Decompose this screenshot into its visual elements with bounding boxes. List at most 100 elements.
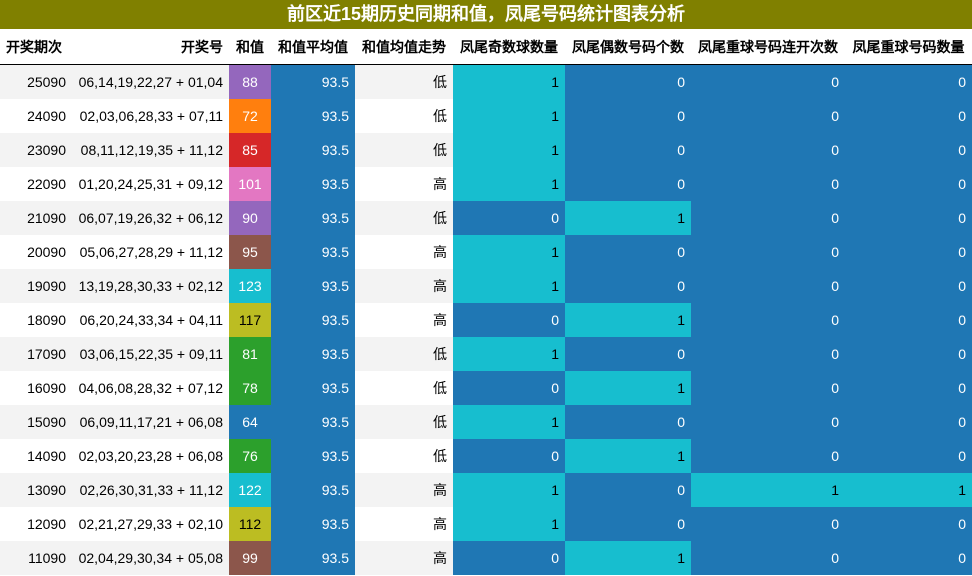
cell-trend: 低 [355,371,453,405]
cell-avg: 93.5 [271,201,355,235]
table-row: 19090 13,19,28,30,33 + 02,12 123 93.5 高 1 0 0 0 [0,269,972,303]
cell-repeat-count: 0 [845,371,972,405]
cell-trend: 低 [355,405,453,439]
cell-odd-count: 0 [453,541,565,575]
cell-period: 15090 [0,405,72,439]
cell-sum: 64 [229,405,271,439]
cell-trend: 低 [355,133,453,167]
cell-sum: 99 [229,541,271,575]
cell-repeat-count: 0 [845,337,972,371]
table-row: 16090 04,06,08,28,32 + 07,12 78 93.5 低 0 1 0 0 [0,371,972,405]
cell-sum: 72 [229,99,271,133]
cell-sum: 112 [229,507,271,541]
col-header-odd: 凤尾奇数球数量 [453,29,565,65]
cell-even-count: 0 [565,167,691,201]
cell-repeat-streak: 0 [691,201,845,235]
cell-sum: 123 [229,269,271,303]
table-row: 14090 02,03,20,23,28 + 06,08 76 93.5 低 0 1 0 0 [0,439,972,473]
cell-period: 24090 [0,99,72,133]
table-row: 22090 01,20,24,25,31 + 09,12 101 93.5 高 1 0 0 0 [0,167,972,201]
cell-period: 13090 [0,473,72,507]
cell-sum: 76 [229,439,271,473]
cell-sum: 85 [229,133,271,167]
cell-odd-count: 1 [453,405,565,439]
cell-repeat-streak: 0 [691,337,845,371]
cell-repeat-streak: 0 [691,507,845,541]
cell-avg: 93.5 [271,405,355,439]
table-row: 13090 02,26,30,31,33 + 11,12 122 93.5 高 1 0 1 1 [0,473,972,507]
table-body: 25090 06,14,19,22,27 + 01,04 88 93.5 低 1 0 0 0 24… [0,64,972,575]
cell-trend: 高 [355,235,453,269]
cell-repeat-streak: 0 [691,167,845,201]
cell-period: 11090 [0,541,72,575]
cell-sum: 88 [229,64,271,99]
col-header-numbers: 开奖号 [72,29,229,65]
cell-sum: 117 [229,303,271,337]
cell-sum: 101 [229,167,271,201]
cell-repeat-count: 0 [845,64,972,99]
table-header-row: 开奖期次 开奖号 和值 和值平均值 和值均值走势 凤尾奇数球数量 凤尾偶数号码个… [0,29,972,65]
col-header-sum: 和值 [229,29,271,65]
cell-trend: 低 [355,64,453,99]
cell-avg: 93.5 [271,371,355,405]
cell-even-count: 0 [565,337,691,371]
col-header-even: 凤尾偶数号码个数 [565,29,691,65]
cell-numbers: 02,03,06,28,33 + 07,11 [72,99,229,133]
cell-numbers: 02,04,29,30,34 + 05,08 [72,541,229,575]
cell-repeat-streak: 0 [691,235,845,269]
cell-even-count: 1 [565,439,691,473]
cell-period: 18090 [0,303,72,337]
cell-trend: 高 [355,473,453,507]
cell-trend: 高 [355,507,453,541]
cell-repeat-count: 0 [845,541,972,575]
cell-numbers: 02,21,27,29,33 + 02,10 [72,507,229,541]
cell-period: 14090 [0,439,72,473]
page-title: 前区近15期历史同期和值，凤尾号码统计图表分析 [0,0,972,29]
cell-odd-count: 1 [453,133,565,167]
cell-avg: 93.5 [271,133,355,167]
cell-sum: 90 [229,201,271,235]
cell-trend: 低 [355,99,453,133]
table-row: 18090 06,20,24,33,34 + 04,11 117 93.5 高 0 1 0 0 [0,303,972,337]
cell-repeat-streak: 0 [691,439,845,473]
cell-trend: 低 [355,337,453,371]
cell-even-count: 1 [565,201,691,235]
table-row: 25090 06,14,19,22,27 + 01,04 88 93.5 低 1 0 0 0 [0,64,972,99]
cell-odd-count: 0 [453,303,565,337]
cell-numbers: 06,07,19,26,32 + 06,12 [72,201,229,235]
cell-avg: 93.5 [271,269,355,303]
cell-odd-count: 1 [453,64,565,99]
cell-numbers: 06,20,24,33,34 + 04,11 [72,303,229,337]
table-row: 20090 05,06,27,28,29 + 11,12 95 93.5 高 1 0 0 0 [0,235,972,269]
cell-avg: 93.5 [271,303,355,337]
cell-avg: 93.5 [271,235,355,269]
cell-avg: 93.5 [271,99,355,133]
cell-even-count: 0 [565,133,691,167]
cell-avg: 93.5 [271,439,355,473]
cell-odd-count: 1 [453,473,565,507]
cell-repeat-count: 0 [845,303,972,337]
cell-odd-count: 1 [453,507,565,541]
cell-repeat-streak: 0 [691,541,845,575]
cell-repeat-streak: 0 [691,303,845,337]
cell-period: 23090 [0,133,72,167]
cell-even-count: 1 [565,303,691,337]
col-header-avg: 和值平均值 [271,29,355,65]
cell-repeat-streak: 0 [691,64,845,99]
cell-repeat-streak: 1 [691,473,845,507]
cell-odd-count: 1 [453,235,565,269]
cell-period: 20090 [0,235,72,269]
table-row: 23090 08,11,12,19,35 + 11,12 85 93.5 低 1 0 0 0 [0,133,972,167]
cell-even-count: 0 [565,64,691,99]
cell-period: 16090 [0,371,72,405]
cell-repeat-count: 0 [845,201,972,235]
cell-sum: 81 [229,337,271,371]
cell-avg: 93.5 [271,337,355,371]
cell-period: 22090 [0,167,72,201]
cell-period: 17090 [0,337,72,371]
cell-numbers: 06,14,19,22,27 + 01,04 [72,64,229,99]
cell-even-count: 0 [565,507,691,541]
cell-repeat-count: 0 [845,167,972,201]
cell-avg: 93.5 [271,167,355,201]
cell-repeat-streak: 0 [691,371,845,405]
